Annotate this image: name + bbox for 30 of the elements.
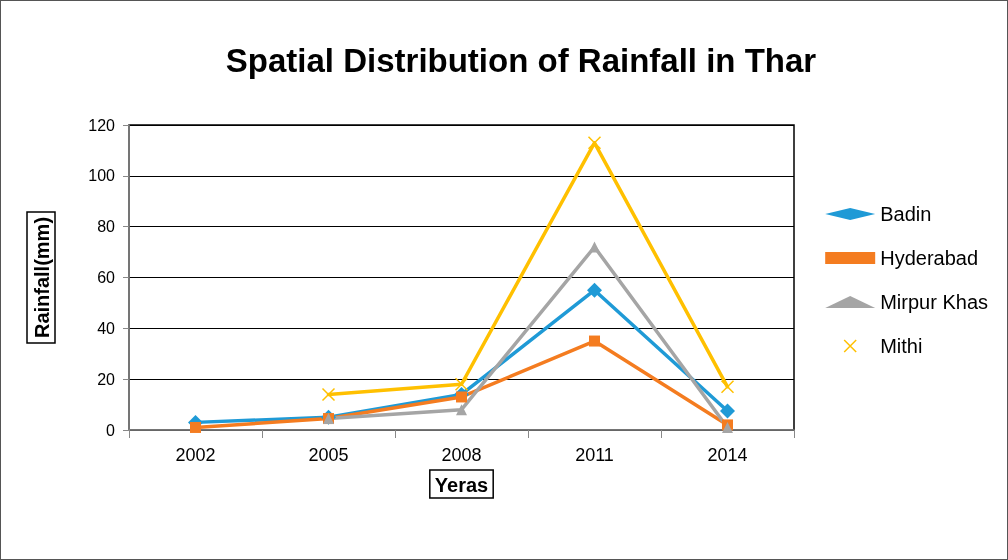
point: [454, 377, 469, 391]
point: [587, 282, 602, 298]
point: [589, 335, 600, 347]
x-tick-label: 2002: [175, 445, 216, 465]
x-tick-label: 2014: [707, 445, 748, 465]
y-tick-label: 100: [88, 167, 116, 185]
point: [720, 380, 735, 394]
point: [456, 404, 467, 416]
y-tick-label: 60: [97, 269, 116, 286]
x-tick-label: 2011: [575, 445, 614, 465]
point: [456, 391, 467, 403]
y-tick-label: 20: [97, 370, 116, 388]
x-axis-title: Yeras: [434, 474, 489, 496]
point: [321, 387, 336, 402]
y-tick-label: 120: [88, 116, 116, 134]
point: [190, 421, 201, 433]
x-tick-label: 2005: [308, 445, 349, 465]
x-tick-label: 2008: [441, 445, 482, 465]
y-tick-label: 40: [97, 319, 116, 337]
y-tick-label: 80: [97, 218, 116, 236]
point: [589, 241, 600, 253]
point: [587, 136, 602, 150]
legend-label: Badin: [880, 203, 932, 225]
chart-title: Spatial Distribution of Rainfall in Thar: [225, 42, 817, 79]
point: [720, 403, 735, 419]
y-axis-title: Rainfall(mm): [31, 216, 53, 339]
y-tick-label: 0: [106, 421, 116, 439]
legend-label: Mirpur Khas: [880, 291, 988, 313]
legend-label: Hyderabad: [880, 247, 979, 269]
legend-label: Mithi: [880, 335, 923, 357]
